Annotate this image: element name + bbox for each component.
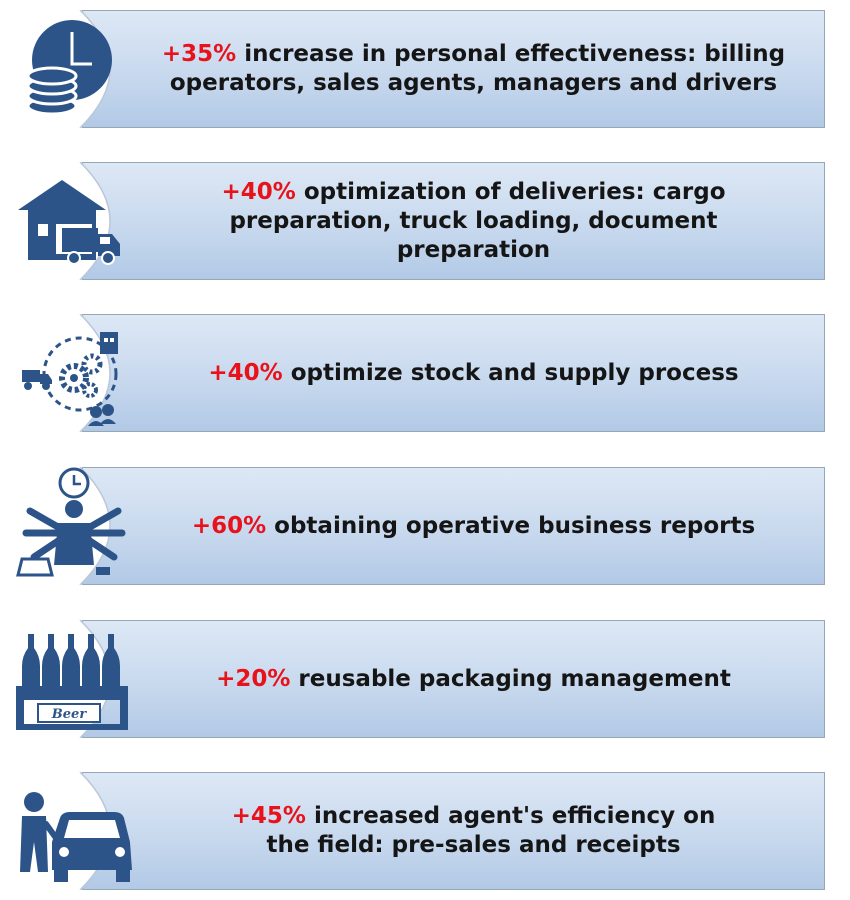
benefit-panel: +40% optimize stock and supply process xyxy=(82,314,825,432)
benefit-panel: +60% obtaining operative business report… xyxy=(82,467,825,585)
benefit-description: optimization of deliveries: cargo prepar… xyxy=(229,178,726,263)
benefit-text: +40% optimize stock and supply process xyxy=(133,315,814,431)
benefit-text: +60% obtaining operative business report… xyxy=(133,468,814,584)
benefit-text: +45% increased agent's efficiency on the… xyxy=(133,773,814,889)
clock-coins-icon xyxy=(0,10,112,128)
benefit-panel: +45% increased agent's efficiency on the… xyxy=(82,772,825,890)
benefit-description: increase in personal effectiveness: bill… xyxy=(169,41,786,96)
benefit-text: +40% optimization of deliveries: cargo p… xyxy=(133,163,814,279)
benefit-description: obtaining operative business reports xyxy=(266,512,756,539)
agent-car-icon xyxy=(0,772,132,890)
benefit-percent: +45% xyxy=(231,803,306,829)
benefit-description: reusable packaging management xyxy=(290,665,731,692)
multitasking-person-icon xyxy=(0,467,126,585)
supply-chain-gears-icon xyxy=(0,314,118,432)
benefit-percent: +35% xyxy=(161,41,237,67)
benefit-row-1: +35% increase in personal effectiveness:… xyxy=(0,10,850,128)
benefit-description: increased agent's efficiency on the fiel… xyxy=(266,803,716,858)
benefit-percent: +40% xyxy=(208,359,283,386)
benefit-percent: +60% xyxy=(191,512,267,539)
benefit-row-5: +20% reusable packaging management Beer xyxy=(0,620,850,738)
benefit-row-4: +60% obtaining operative business report… xyxy=(0,467,850,585)
benefit-panel: +20% reusable packaging management xyxy=(82,620,825,738)
benefit-row-2: +40% optimization of deliveries: cargo p… xyxy=(0,162,850,280)
benefit-percent: +20% xyxy=(216,665,291,692)
benefit-text: +20% reusable packaging management xyxy=(133,621,814,737)
benefit-row-6: +45% increased agent's efficiency on the… xyxy=(0,772,850,890)
warehouse-truck-icon xyxy=(0,162,120,280)
benefit-row-3: +40% optimize stock and supply process xyxy=(0,314,850,432)
benefit-percent: +40% xyxy=(221,178,296,205)
benefit-description: optimize stock and supply process xyxy=(282,359,739,386)
benefit-text: +35% increase in personal effectiveness:… xyxy=(133,11,814,127)
benefit-panel: +35% increase in personal effectiveness:… xyxy=(82,10,825,128)
svg-text:Beer: Beer xyxy=(51,707,88,722)
benefit-panel: +40% optimization of deliveries: cargo p… xyxy=(82,162,825,280)
beer-crate-icon: Beer xyxy=(0,620,128,738)
